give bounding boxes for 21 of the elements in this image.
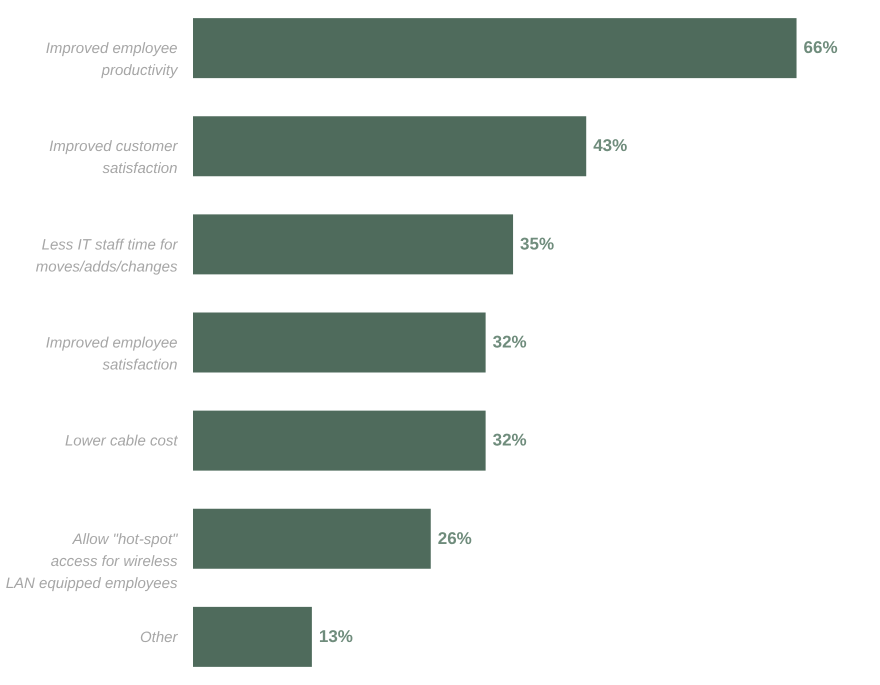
data-label: 13% (318, 626, 353, 646)
y-tick-label: Allow "hot-spot" access for wireless LAN equipped employees (6, 530, 178, 592)
data-label: 35% (520, 234, 554, 254)
data-label: 26% (438, 528, 472, 548)
bar (193, 312, 486, 372)
data-label: 32% (492, 332, 527, 352)
y-tick-label: Lower cable cost (64, 432, 178, 450)
data-label: 66% (804, 38, 838, 58)
data-label: 43% (593, 136, 628, 156)
bar (193, 18, 797, 78)
y-tick-label: Other (140, 628, 179, 646)
bar (193, 116, 586, 176)
bar (193, 410, 486, 471)
y-tick-label: Improved customer satisfaction (49, 138, 178, 178)
bar (193, 606, 312, 667)
bar (193, 508, 431, 569)
y-tick-label: Improved employee productivity (46, 40, 179, 80)
y-tick-label: Less IT staff time for moves/adds/changes (36, 236, 178, 276)
bar (193, 214, 514, 274)
data-label: 32% (492, 430, 527, 450)
y-tick-label: Improved employee satisfaction (46, 334, 178, 374)
